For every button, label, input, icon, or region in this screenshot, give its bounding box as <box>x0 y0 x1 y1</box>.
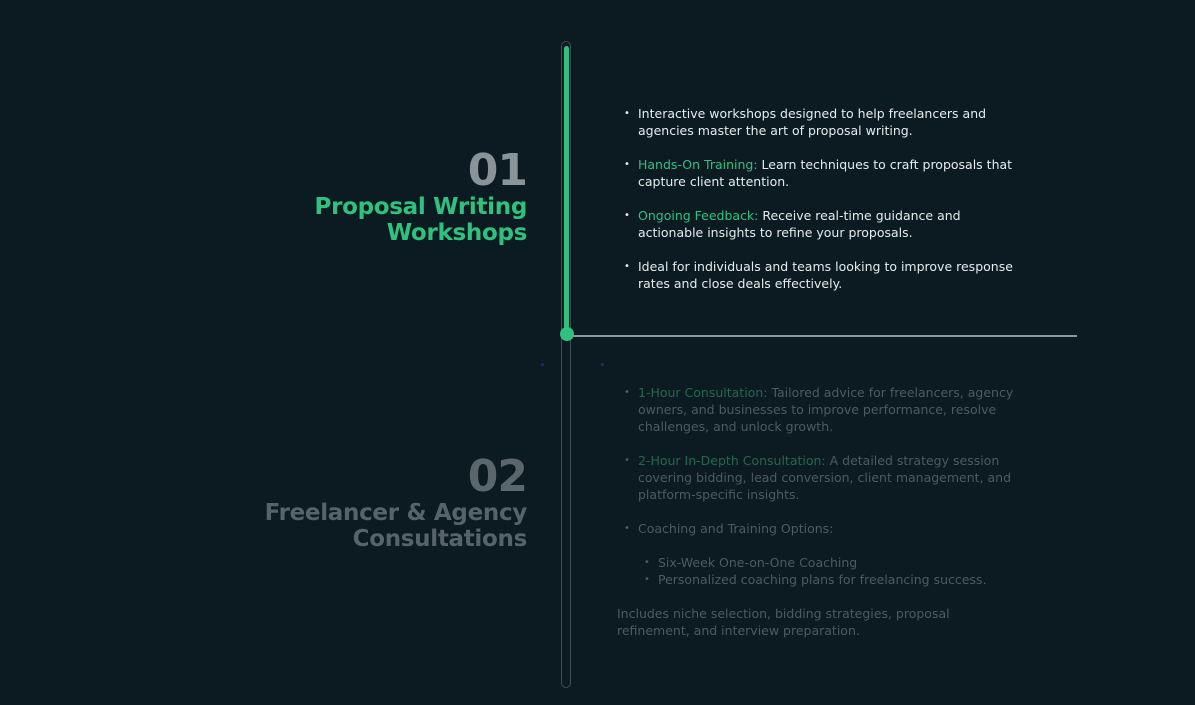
list-item: Hands-On Training: Learn techniques to c… <box>618 156 1018 190</box>
list-item: Six-Week One-on-One Coaching <box>638 554 986 571</box>
bullet-text: Learn techniques to craft proposals that… <box>638 157 1013 189</box>
timeline-node[interactable] <box>560 327 574 341</box>
step-2-heading[interactable]: 02 Freelancer & Agency Consultations <box>264 451 528 553</box>
bullet-highlight: 2-Hour In-Depth Consultation: <box>638 453 826 468</box>
decorative-dot <box>541 363 544 366</box>
list-item: Ideal for individuals and teams looking … <box>618 258 1018 292</box>
coaching-options-list: Six-Week One-on-One Coaching Personalize… <box>638 554 986 588</box>
timeline-progress <box>564 46 569 336</box>
list-item: 2-Hour In-Depth Consultation: A detailed… <box>618 452 1018 503</box>
list-item: Interactive workshops designed to help f… <box>618 105 1018 139</box>
timeline-track <box>561 41 571 688</box>
bullet-text: Tailored advice for freelancers, agency … <box>638 385 1014 434</box>
step-title: Proposal Writing Workshops <box>314 194 528 246</box>
bullet-text: Receive real-time guidance and actionabl… <box>638 208 961 240</box>
decorative-dot <box>601 363 604 366</box>
bullet-text: Ideal for individuals and teams looking … <box>638 259 1013 291</box>
step-title-line: Consultations <box>352 526 528 552</box>
step-1-details: Interactive workshops designed to help f… <box>618 105 1018 309</box>
step-title-line: Freelancer & Agency <box>264 500 528 526</box>
step-title: Freelancer & Agency Consultations <box>264 500 528 552</box>
step-1-heading[interactable]: 01 Proposal Writing Workshops <box>314 145 528 247</box>
step-2-footnote: Includes niche selection, bidding strate… <box>617 606 950 638</box>
bullet-text: A detailed strategy session covering bid… <box>638 453 1012 502</box>
step-number: 01 <box>467 145 528 196</box>
step-title-line: Workshops <box>386 220 528 246</box>
bullet-text: Coaching and Training Options: <box>638 521 834 536</box>
timeline-divider <box>572 335 1077 337</box>
list-item: Personalized coaching plans for freelanc… <box>638 571 986 588</box>
bullet-highlight: Ongoing Feedback: <box>638 208 759 223</box>
list-item: Coaching and Training Options: <box>618 520 1018 537</box>
list-item: Ongoing Feedback: Receive real-time guid… <box>618 207 1018 241</box>
step-title-line: Proposal Writing <box>314 194 528 220</box>
bullet-highlight: Hands-On Training: <box>638 157 758 172</box>
list-item: 1-Hour Consultation: Tailored advice for… <box>618 384 1018 435</box>
step-number: 02 <box>467 451 528 502</box>
bullet-text: Interactive workshops designed to help f… <box>638 106 987 138</box>
step-2-details: 1-Hour Consultation: Tailored advice for… <box>618 384 1018 554</box>
bullet-highlight: 1-Hour Consultation: <box>638 385 768 400</box>
